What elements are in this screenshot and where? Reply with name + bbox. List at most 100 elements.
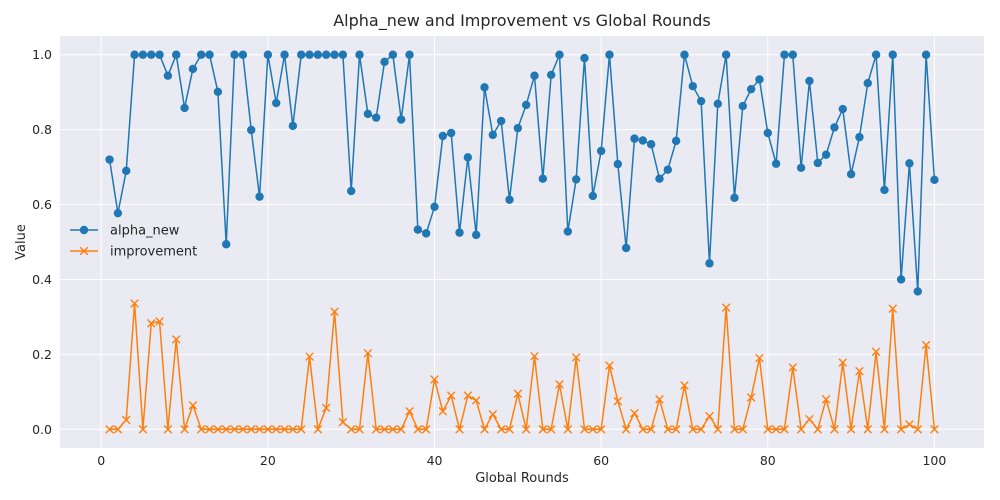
alpha_new-point (413, 225, 423, 234)
improvement-point (863, 424, 873, 434)
alpha_new-point (280, 50, 289, 59)
improvement-point (680, 381, 689, 390)
alpha_new-point (805, 76, 814, 86)
alpha_new-point (630, 134, 639, 143)
alpha_new-point (130, 50, 139, 59)
x-tick-label: 100 (922, 453, 946, 468)
alpha_new-point (846, 170, 856, 179)
series-layer (105, 50, 939, 434)
improvement-point (896, 424, 906, 434)
alpha_new-point (371, 113, 381, 122)
alpha_new-point (388, 50, 398, 59)
improvement-point (780, 424, 789, 434)
x-tick-label: 60 (593, 453, 609, 468)
improvement-point (788, 363, 798, 372)
legend-marker (79, 246, 89, 256)
improvement-point (438, 407, 448, 416)
improvement-point (671, 424, 681, 434)
alpha_new-point (855, 132, 864, 142)
improvement-point (746, 393, 756, 402)
alpha_new-point (530, 71, 539, 80)
alpha_new-point (838, 104, 847, 114)
alpha_new-point (921, 50, 931, 59)
alpha_new-point (596, 146, 606, 156)
alpha_new-point (696, 96, 706, 106)
y-axis: 0.0 0.2 0.4 0.6 0.8 1.0 (32, 47, 52, 437)
alpha_new-point (163, 71, 173, 80)
improvement-point (246, 424, 256, 434)
y-tick-label: 0.8 (32, 122, 52, 137)
improvement-point (563, 424, 573, 434)
alpha_new-point (471, 230, 481, 240)
alpha_new-point (888, 50, 897, 59)
improvement-point (905, 420, 914, 429)
improvement-point (696, 424, 706, 434)
alpha_new-point (613, 159, 623, 169)
alpha_new-point (663, 165, 673, 174)
x-tick-label: 40 (427, 453, 443, 468)
improvement-point (313, 424, 323, 434)
alpha_new-point (863, 78, 872, 88)
alpha_new-point (496, 116, 506, 126)
improvement-point (180, 424, 189, 434)
alpha_new-point (571, 175, 581, 184)
y-tick-label: 0.6 (32, 197, 52, 212)
improvement-point (513, 389, 523, 398)
improvement-point (221, 424, 231, 434)
improvement-point (380, 424, 389, 434)
improvement-point (371, 424, 381, 434)
improvement-point (796, 424, 806, 434)
improvement-point (838, 358, 848, 367)
improvement-point (238, 424, 248, 434)
alpha_new-point (913, 287, 922, 296)
alpha_new-point (746, 84, 756, 94)
alpha_new-point (796, 163, 806, 173)
alpha_new-point (830, 123, 839, 132)
improvement-point (471, 396, 481, 405)
improvement-point (713, 424, 723, 434)
alpha_new-point (513, 123, 523, 133)
alpha_new-point (222, 240, 231, 249)
alpha_new-point (680, 50, 689, 59)
improvement-point (913, 424, 923, 434)
improvement-point (288, 424, 298, 434)
y-tick-label: 0.2 (32, 347, 52, 362)
legend-label: improvement (110, 245, 197, 260)
alpha_new-point (263, 50, 273, 59)
improvement-point (613, 396, 623, 406)
alpha_new-point (546, 70, 556, 80)
improvement-point (805, 414, 814, 424)
improvement-point (705, 411, 714, 421)
improvement-point (588, 424, 598, 434)
alpha_new-point (880, 185, 889, 195)
y-tick-label: 1.0 (32, 47, 52, 62)
improvement-point (130, 299, 139, 308)
improvement-point (255, 424, 264, 434)
improvement-point (355, 424, 364, 434)
alpha_new-point (488, 130, 498, 140)
improvement-point (305, 352, 314, 361)
improvement-point (146, 318, 156, 328)
improvement-point (655, 395, 664, 404)
improvement-point (388, 424, 398, 434)
improvement-point (596, 424, 606, 434)
alpha_new-point (688, 81, 698, 91)
improvement-point (163, 424, 173, 434)
improvement-point (921, 340, 931, 350)
improvement-point (138, 424, 148, 434)
improvement-point (188, 401, 198, 410)
improvement-point (721, 303, 731, 312)
alpha_new-point (588, 191, 598, 201)
alpha_new-point (297, 50, 306, 59)
alpha_new-point (780, 50, 789, 59)
alpha_new-point (255, 192, 264, 201)
alpha_new-point (930, 175, 939, 185)
improvement-point (455, 424, 464, 434)
improvement-point (396, 424, 406, 434)
improvement-point (638, 424, 648, 434)
alpha_new-point (147, 50, 156, 59)
improvement-point (463, 391, 473, 400)
chart-title: Alpha_new and Improvement vs Global Roun… (333, 11, 711, 31)
alpha_new-point (180, 103, 189, 113)
